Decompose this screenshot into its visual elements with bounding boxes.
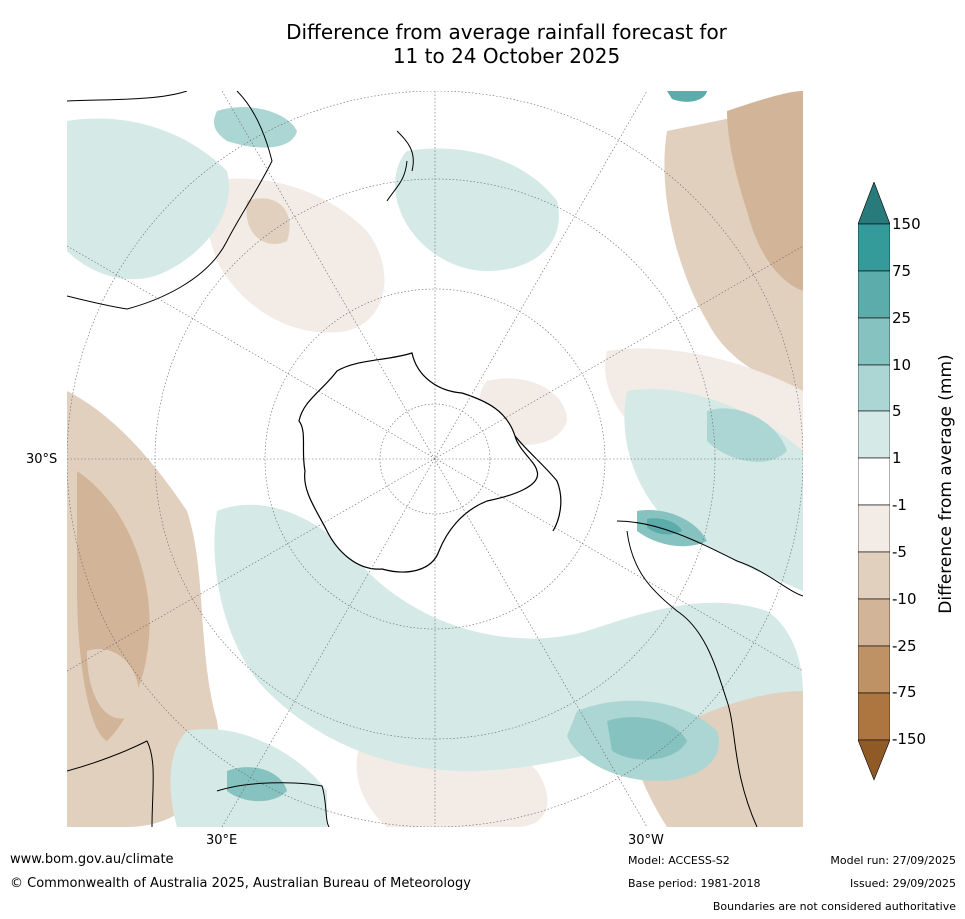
continent-outlines xyxy=(67,91,803,827)
colorbar-band-neg5-neg1 xyxy=(857,504,891,553)
colorbar-band-1-5 xyxy=(857,410,891,459)
rainfall-map[interactable] xyxy=(67,91,803,827)
drier-than-average-areas xyxy=(67,91,803,827)
colorbar-band-neg75-neg25 xyxy=(857,645,891,694)
colorbar-band-5-10 xyxy=(857,364,891,412)
dry-region-northeast-inner xyxy=(727,91,803,291)
colorbar-tick-neg5: -5 xyxy=(892,543,907,561)
lat-label-30s: 30°S xyxy=(26,452,58,467)
antarctic-peninsula xyxy=(514,435,562,532)
footer-issued: Issued: 29/09/2025 xyxy=(849,877,956,890)
colorbar-band-neg25-neg10 xyxy=(857,598,891,647)
colorbar-extension-over xyxy=(857,181,891,225)
wet-core-southeast-inner xyxy=(607,717,687,760)
australia-coastline xyxy=(67,91,273,310)
colorbar-band-neg150-neg75 xyxy=(857,692,891,741)
footer-copyright: © Commonwealth of Australia 2025, Austra… xyxy=(10,876,471,891)
colorbar-extension-under xyxy=(857,739,891,781)
latitude-circle-60s xyxy=(264,288,606,630)
dry-patch-southwest xyxy=(87,649,139,719)
colorbar-band-25-75 xyxy=(857,270,891,319)
antarctica-coastline xyxy=(298,352,539,573)
footer-disclaimer: Boundaries are not considered authoritat… xyxy=(712,900,956,913)
colorbar-tick-75: 75 xyxy=(892,262,912,280)
footer-url[interactable]: www.bom.gov.au/climate xyxy=(10,852,174,867)
meridian-60w xyxy=(221,91,648,827)
new-zealand-coastline xyxy=(386,130,414,202)
colorbar-tick-neg1: -1 xyxy=(892,496,907,514)
wet-core-east xyxy=(707,408,787,462)
colorbar-band-neutral xyxy=(857,457,891,506)
title-line-2: 11 to 24 October 2025 xyxy=(392,44,621,68)
dry-region-north xyxy=(202,178,385,333)
colorbar-band-10-25 xyxy=(857,317,891,366)
meridian-30w xyxy=(67,245,803,672)
colorbar-tick-10: 10 xyxy=(892,356,912,374)
antarctica xyxy=(298,352,562,573)
colorbar-tick-5: 5 xyxy=(892,402,902,420)
colorbar-band-75-150 xyxy=(857,223,891,272)
lon-label-30e: 30°E xyxy=(206,833,238,848)
title-line-1: Difference from average rainfall forecas… xyxy=(286,20,727,44)
footer-base-period: Base period: 1981-2018 xyxy=(628,877,761,890)
graticule xyxy=(67,91,803,827)
colorbar-tick-neg10: -10 xyxy=(892,590,917,608)
colorbar-tick-25: 25 xyxy=(892,309,912,327)
colorbar-tick-neg75: -75 xyxy=(892,683,917,701)
lon-label-30w: 30°W xyxy=(628,833,664,848)
colorbar-title: Difference from average (mm) xyxy=(936,354,956,614)
colorbar xyxy=(857,181,891,782)
wet-region-north xyxy=(67,118,229,280)
colorbar-tick-150: 150 xyxy=(892,215,921,233)
footer-model-run: Model run: 27/09/2025 xyxy=(830,854,956,867)
footer-model: Model: ACCESS-S2 xyxy=(628,854,730,867)
chart-title: Difference from average rainfall forecas… xyxy=(0,20,965,68)
colorbar-tick-1: 1 xyxy=(892,449,902,467)
colorbar-tick-neg25: -25 xyxy=(892,637,917,655)
colorbar-band-neg10-neg5 xyxy=(857,551,891,600)
south-america-coastline xyxy=(616,520,803,827)
wet-region-northcenter xyxy=(395,148,559,271)
colorbar-tick-neg150: -150 xyxy=(892,730,927,748)
wet-patch-drake-peak xyxy=(647,518,682,535)
wet-core-north xyxy=(214,107,297,148)
dry-patch-africa xyxy=(246,198,290,245)
wet-patch-north xyxy=(667,91,707,102)
africa-coastline xyxy=(67,740,330,827)
